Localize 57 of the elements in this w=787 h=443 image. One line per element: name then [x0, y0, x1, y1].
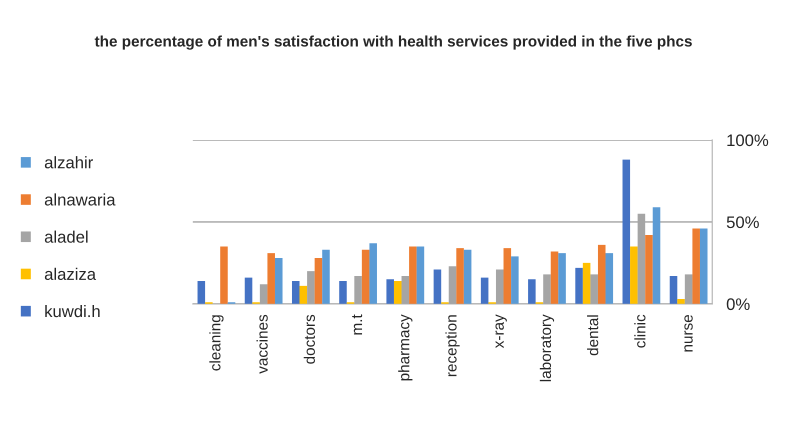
x-tick-label: vaccines [256, 314, 268, 374]
bar [322, 250, 330, 304]
bar [386, 279, 394, 304]
x-tick-label: dental [587, 315, 598, 356]
x-tick-label: reception [445, 315, 460, 376]
bar [630, 246, 638, 304]
legend-label: alnawaria [44, 193, 116, 206]
bar [692, 228, 700, 304]
bar [700, 228, 708, 304]
bar [575, 268, 583, 304]
y-tick-label: 100% [727, 134, 768, 146]
x-tick-label: laboratory [540, 314, 554, 382]
bar [528, 279, 536, 304]
bar [652, 207, 660, 304]
bar [409, 246, 417, 304]
legend-label: alaziza [44, 268, 96, 280]
bar [558, 253, 566, 304]
x-tick-label: pharmacy [398, 314, 412, 380]
legend-label: alzahir [44, 156, 93, 168]
bar [416, 246, 424, 304]
x-tick-label: clinic [634, 314, 646, 348]
x-tick-label: nurse [684, 314, 693, 352]
bar [598, 244, 606, 304]
y-tick-label: 0% [726, 298, 750, 310]
x-tick-label: cleaning [209, 315, 224, 371]
x-tick-label: m.t [352, 314, 362, 335]
x-tick-label: x-ray [495, 314, 507, 348]
bar [434, 269, 442, 304]
bar [274, 258, 283, 304]
chart-title: the percentage of men's satisfaction with health services provided in the five phcs [94, 35, 692, 50]
x-tick-label: doctors [304, 314, 315, 364]
bar [582, 262, 590, 304]
legend-label: kuwdi.h [45, 304, 100, 318]
bar [645, 235, 653, 304]
bar [550, 251, 558, 304]
bar [456, 248, 464, 304]
bar [314, 258, 322, 304]
bar [464, 250, 472, 304]
bar [677, 298, 685, 304]
bar [300, 286, 308, 304]
y-tick-label: 50% [726, 216, 759, 228]
bar [339, 280, 347, 304]
bar [292, 280, 300, 304]
bar [622, 160, 630, 304]
bar [670, 276, 678, 304]
bar [369, 243, 377, 304]
bar [244, 278, 252, 304]
legend-label: aladel [44, 230, 88, 243]
bar [606, 253, 614, 304]
bar [511, 256, 519, 304]
bar [198, 280, 206, 304]
bar [220, 246, 228, 304]
bar [480, 278, 488, 304]
bar [504, 248, 512, 304]
bar [394, 280, 402, 304]
bar [362, 250, 370, 304]
bar [267, 253, 275, 304]
